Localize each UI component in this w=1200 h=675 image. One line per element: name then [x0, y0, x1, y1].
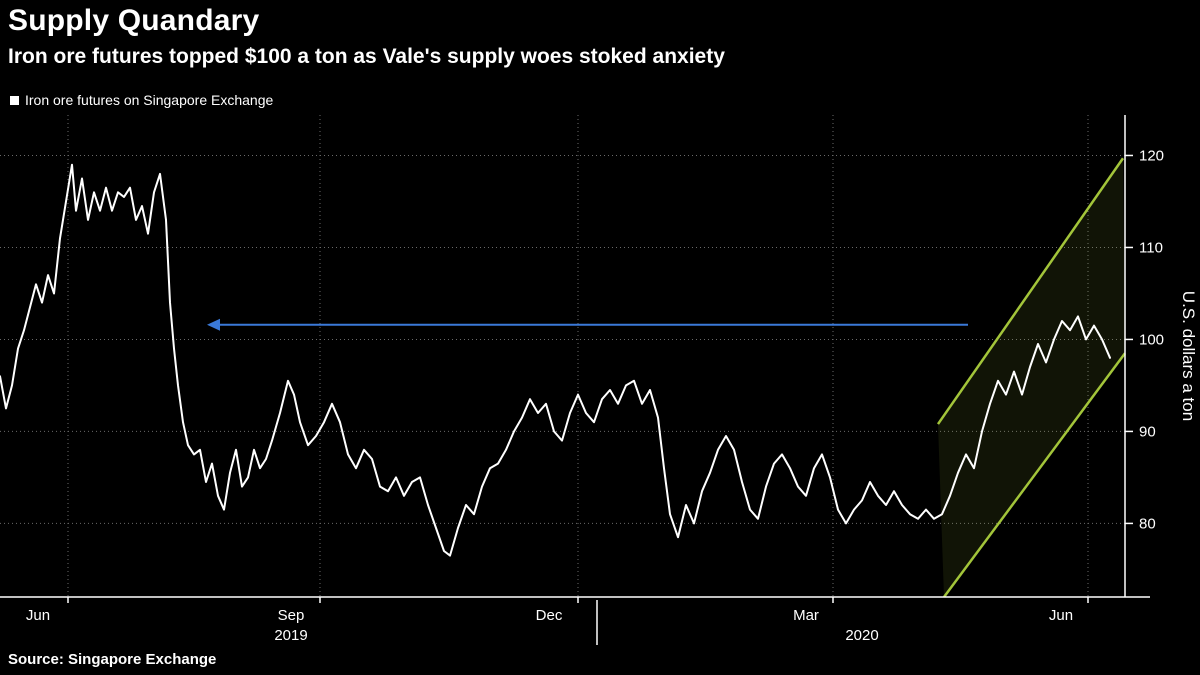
year-label: 2019 [274, 627, 307, 644]
price-line-series [0, 163, 1111, 557]
y-tick-label: 110 [1139, 239, 1163, 256]
legend-square-icon [10, 95, 19, 105]
y-axis-title: U.S. dollars a ton [1179, 291, 1198, 421]
reference-arrow-head [207, 318, 220, 331]
x-tick-label: Jun [1049, 607, 1073, 624]
x-tick-label: Jun [26, 607, 50, 624]
y-tick-label: 90 [1139, 423, 1156, 440]
x-tick-label: Mar [793, 607, 819, 624]
trend-channel-lower-line [942, 352, 1127, 598]
x-tick-label: Dec [536, 607, 563, 624]
y-tick-label: 120 [1139, 147, 1164, 164]
source-note: Source: Singapore Exchange [8, 651, 217, 668]
year-label: 2020 [845, 627, 878, 644]
y-tick-label: 100 [1139, 331, 1164, 348]
trend-channel-upper-line [936, 157, 1125, 425]
chart-title: Supply Quandary [8, 4, 260, 37]
x-tick-label: Sep [278, 607, 305, 624]
trend-channel-fill [938, 158, 1125, 597]
chart-subtitle: Iron ore futures topped $100 a ton as Va… [8, 45, 725, 68]
y-tick-label: 80 [1139, 515, 1156, 532]
legend: Iron ore futures on Singapore Exchange [10, 92, 273, 108]
legend-label: Iron ore futures on Singapore Exchange [25, 92, 274, 108]
